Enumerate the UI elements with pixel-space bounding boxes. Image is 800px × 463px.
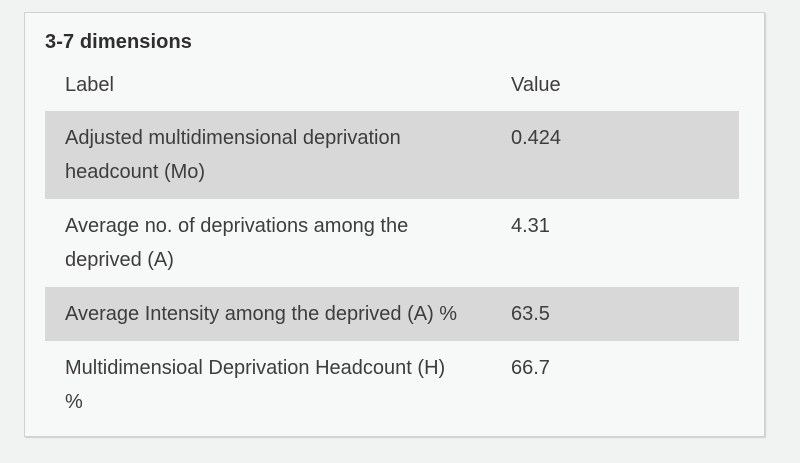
row-label: Adjusted multidimensional deprivation he… [45,111,491,199]
table-row: Average Intensity among the deprived (A)… [45,287,739,341]
table-row: Multidimensioal Deprivation Headcount (H… [45,341,739,429]
row-value: 66.7 [511,357,550,379]
row-label: Multidimensioal Deprivation Headcount (H… [65,357,446,413]
table-row: Adjusted multidimensional deprivation he… [45,111,739,199]
row-value: 4.31 [511,215,550,237]
dimensions-table: Label Value Adjusted multidimensional de… [45,55,739,429]
column-header-label: Label [65,74,114,96]
column-header-value: Value [511,74,561,96]
row-value: 63.5 [491,287,739,341]
table-row: Average no. of deprivations among the de… [45,199,739,287]
table-header-row: Label Value [45,55,739,111]
dimensions-card: 3-7 dimensions Label Value Adjusted mult… [24,12,765,437]
row-label: Average no. of deprivations among the de… [65,215,409,271]
row-label: Average Intensity among the deprived (A)… [45,287,491,341]
card-title: 3-7 dimensions [45,31,192,53]
row-value: 0.424 [491,111,739,199]
